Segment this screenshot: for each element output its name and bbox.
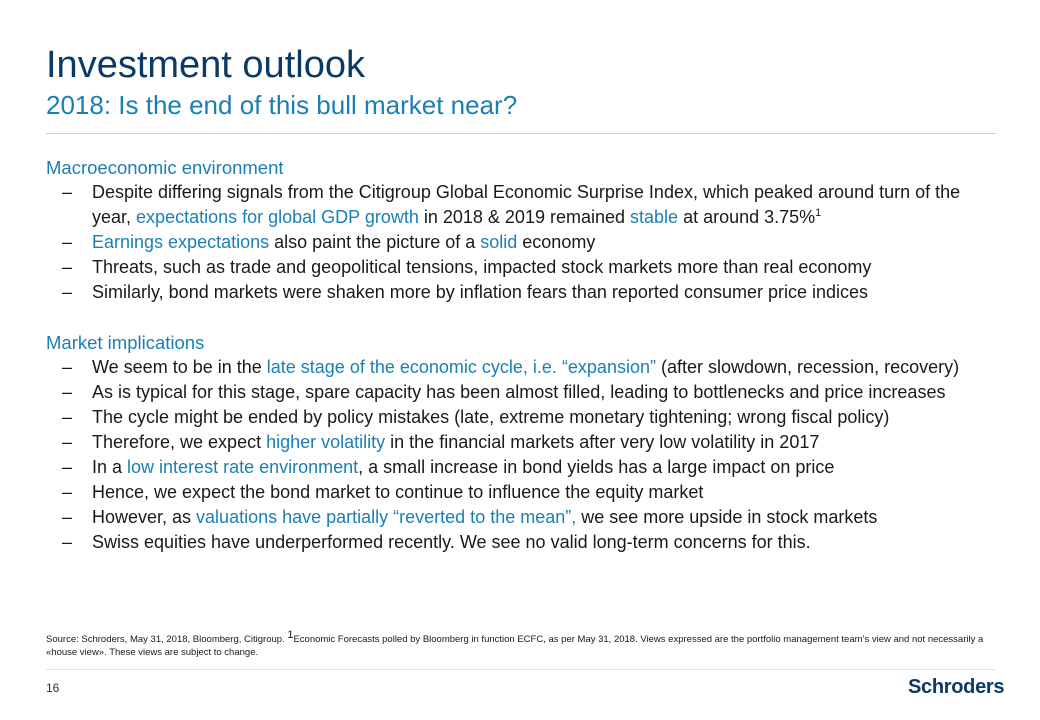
highlighted-text: late stage of the economic cycle, i.e. “…: [266, 357, 656, 377]
bullet-text: in 2018 & 2019 remained: [418, 207, 631, 227]
footnote-marker: 1: [815, 207, 822, 219]
bullet-text: Similarly, bond markets were shaken more…: [92, 282, 869, 302]
source-note: Source: Schroders, May 31, 2018, Bloombe…: [46, 629, 991, 659]
bullet-dash: –: [62, 507, 73, 527]
bullet-dash: –: [62, 532, 73, 552]
macro-heading: Macroeconomic environment: [46, 157, 284, 178]
bullet-dash: –: [62, 407, 73, 427]
slide-subtitle: 2018: Is the end of this bull market nea…: [46, 90, 518, 120]
bullet-text: , a small increase in bond yields has a …: [358, 457, 835, 477]
bullet-dash: –: [62, 282, 73, 302]
footer-divider: [46, 669, 996, 670]
slide-title: Investment outlook: [46, 44, 365, 86]
bullet-item: – As is typical for this stage, spare cap…: [46, 380, 998, 405]
bullet-text: As is typical for this stage, spare capa…: [92, 382, 946, 402]
macro-list: – Despite differing signals from the Citi…: [46, 180, 998, 305]
bullet-item: – Threats, such as trade and geopolitical…: [46, 255, 998, 280]
bullet-item: – However, as valuations have partially “…: [46, 505, 998, 530]
bullet-dash: –: [62, 232, 73, 252]
bullet-item: – We seem to be in the late stage of the …: [46, 355, 998, 380]
bullet-text: we see more upside in stock markets: [576, 507, 878, 527]
bullet-text: In a: [92, 457, 128, 477]
bullet-item: – Similarly, bond markets were shaken mor…: [46, 280, 998, 305]
bullet-item: – In a low interest rate environment, a s…: [46, 455, 998, 480]
source-text-start: Source: Schroders, May 31, 2018, Bloombe…: [46, 634, 288, 645]
bullet-text: in the financial markets after very low …: [385, 432, 820, 452]
page-number: 16: [46, 681, 60, 695]
bullet-dash: –: [62, 432, 73, 452]
bullet-text: Despite differing signals from the Citig…: [92, 182, 961, 227]
bullet-text: The cycle might be ended by policy mista…: [92, 407, 890, 427]
highlighted-text: low interest rate environment: [127, 457, 359, 477]
highlighted-text: expectations for global GDP growth: [136, 207, 419, 227]
bullet-dash: –: [62, 257, 73, 277]
bullet-item: – Therefore, we expect higher volatility …: [46, 430, 998, 455]
bullet-text: Swiss equities have underperformed recen…: [92, 532, 811, 552]
slide-body: Macroeconomic environment – Despite diffe…: [46, 155, 998, 555]
bullet-item: – Swiss equities have underperformed rece…: [46, 530, 998, 555]
highlighted-text: valuations have partially “reverted to t…: [196, 507, 577, 527]
bullet-text: We seem to be in the: [92, 357, 267, 377]
bullet-item: – Earnings expectations also paint the pi…: [46, 230, 998, 255]
source-text-end: Economic Forecasts polled by Bloomberg i…: [46, 634, 984, 658]
bullet-dash: –: [62, 382, 73, 402]
bullet-item: – Hence, we expect the bond market to con…: [46, 480, 998, 505]
bullet-text: also paint the picture of a: [269, 232, 481, 252]
market-heading: Market implications: [46, 332, 205, 353]
header-divider: [46, 133, 996, 134]
schroders-logo: Schroders: [908, 676, 1005, 698]
bullet-dash: –: [62, 182, 73, 202]
section-gap: [46, 305, 998, 330]
bullet-dash: –: [62, 457, 73, 477]
highlighted-text: solid: [480, 232, 518, 252]
bullet-text: Hence, we expect the bond market to cont…: [92, 482, 704, 502]
bullet-item: – The cycle might be ended by policy mist…: [46, 405, 998, 430]
source-footnote-marker: 1: [287, 628, 294, 641]
highlighted-text: higher volatility: [266, 432, 386, 452]
bullet-text: (after slowdown, recession, recovery): [655, 357, 960, 377]
bullet-dash: –: [62, 482, 73, 502]
highlighted-text: Earnings expectations: [92, 232, 270, 252]
bullet-dash: –: [62, 357, 73, 377]
bullet-text: However, as: [92, 507, 197, 527]
bullet-text: at around 3.75%: [678, 207, 816, 227]
highlighted-text: stable: [630, 207, 679, 227]
bullet-text: economy: [517, 232, 596, 252]
bullet-text: Threats, such as trade and geopolitical …: [92, 257, 872, 277]
bullet-item: – Despite differing signals from the Citi…: [46, 180, 998, 230]
bullet-text: Therefore, we expect: [92, 432, 267, 452]
market-list: – We seem to be in the late stage of the …: [46, 355, 998, 555]
